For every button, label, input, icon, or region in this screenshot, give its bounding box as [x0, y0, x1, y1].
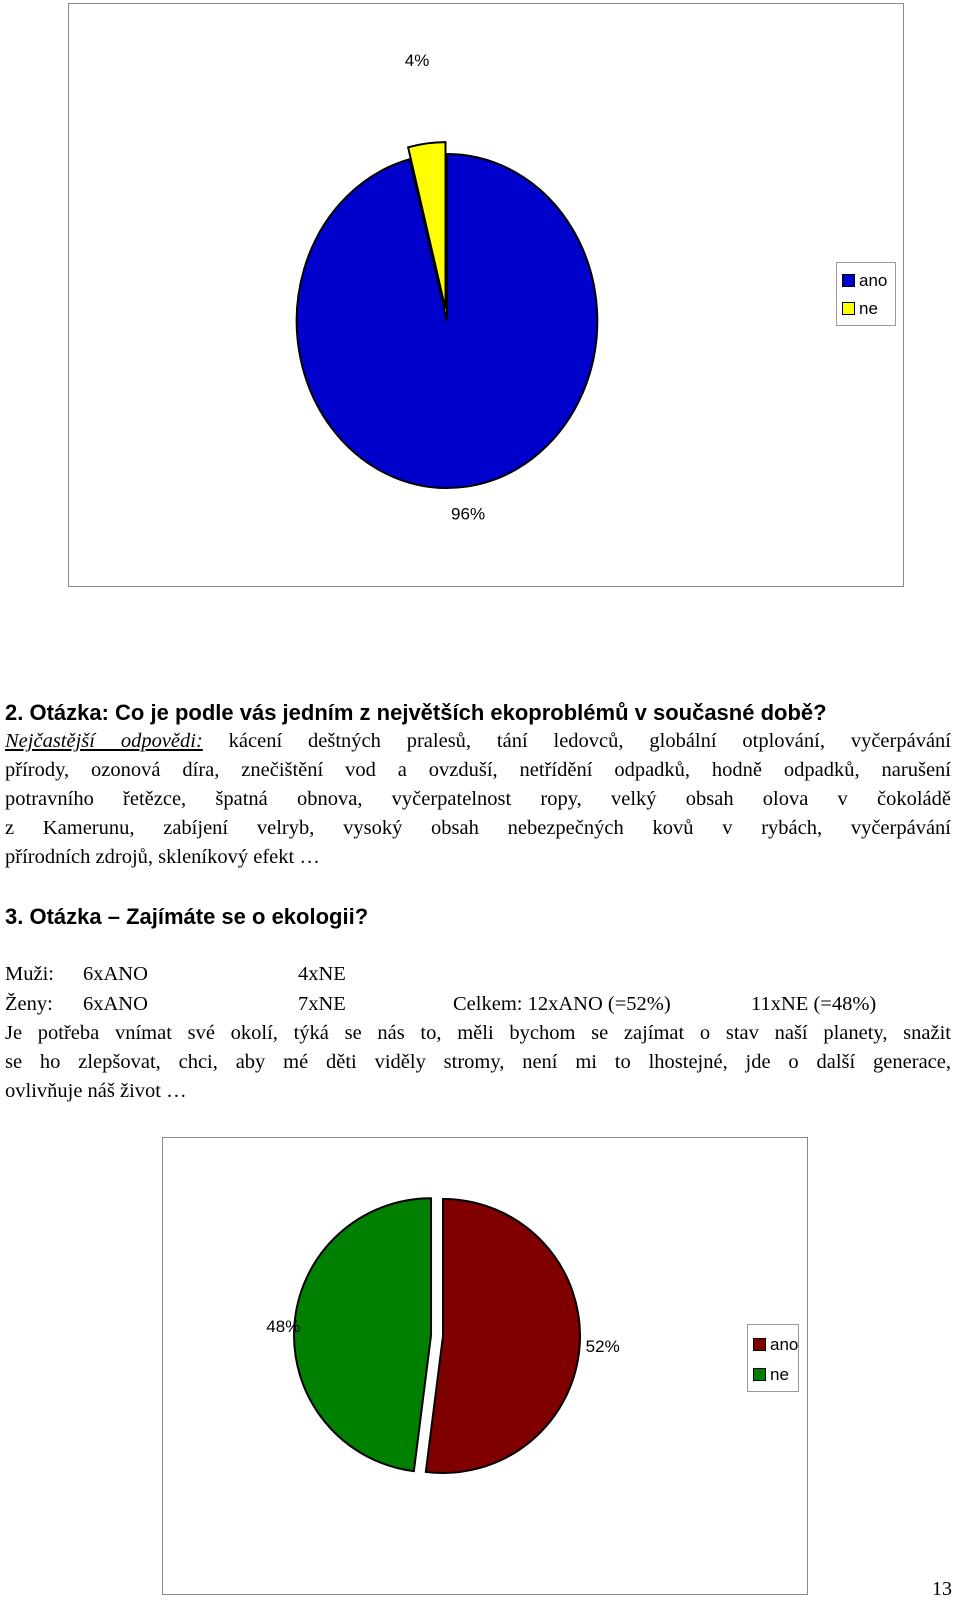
pie-label-ne: 4% — [405, 51, 430, 70]
pie-chart-ecology-2: 52% 48% ano ne — [162, 1137, 808, 1595]
legend-label-ano: ano — [770, 1335, 799, 1354]
women-label: Ženy: — [5, 993, 53, 1015]
pie-label-ne: 48% — [266, 1317, 300, 1336]
legend-item-ano: ano — [842, 271, 887, 291]
legend-swatch-ne — [842, 302, 855, 315]
answers-text: kácení deštných pralesů, tání ledovců, g… — [202, 730, 952, 752]
pie-label-ano: 96% — [451, 504, 485, 523]
pie-slice-ano — [424, 1197, 581, 1474]
legend-label-ano: ano — [859, 271, 888, 290]
legend-swatch-ne — [753, 1368, 766, 1381]
women-yes-count: 6xANO — [83, 993, 148, 1015]
pie-slice-ne — [293, 1197, 433, 1473]
legend-swatch-ano — [753, 1338, 766, 1351]
answers-line: potravního řetězce, špatná obnova, vyčer… — [5, 788, 951, 810]
legend-item-ne: ne — [842, 299, 878, 319]
answers-line: Je potřeba vnímat své okolí, týká se nás… — [5, 1022, 951, 1044]
answers-line: přírodních zdrojů, skleníkový efekt … — [5, 846, 320, 868]
legend-swatch-ano — [842, 274, 855, 287]
answers-line: Nejčastější odpovědi: kácení deštných pr… — [5, 727, 951, 756]
women-no-count: 7xNE — [298, 993, 346, 1015]
question-3-heading: 3. Otázka – Zajímáte se o ekologii? — [5, 904, 369, 929]
pie-label-ano: 52% — [586, 1337, 620, 1356]
page-number: 13 — [932, 1578, 952, 1600]
question-2-heading: 2. Otázka: Co je podle vás jedním z nejv… — [5, 700, 827, 725]
men-label: Muži: — [5, 963, 54, 985]
legend-label-ne: ne — [859, 299, 878, 318]
answers-line: ovlivňuje náš život … — [5, 1080, 187, 1102]
question-2-answers: Nejčastější odpovědi: kácení deštných pr… — [5, 727, 951, 872]
answers-line: přírody, ozonová díra, znečištění vod a … — [5, 759, 951, 781]
total-yes-count: Celkem: 12xANO (=52%) — [453, 993, 671, 1015]
total-no-count: 11xNE (=48%) — [751, 993, 877, 1015]
legend-item-ano: ano — [753, 1335, 798, 1355]
pie-chart-1-plot: 96% 4% — [295, 51, 599, 523]
men-no-count: 4xNE — [298, 963, 346, 985]
question-3-answers: Je potřeba vnímat své okolí, týká se nás… — [5, 1019, 951, 1106]
pie-chart-ecology-1: 96% 4% ano ne — [68, 3, 904, 587]
pie-slice-ano — [295, 152, 599, 489]
chart-2-legend: ano ne — [747, 1324, 799, 1392]
pie-slice-ne — [406, 141, 447, 310]
men-yes-count: 6xANO — [83, 963, 148, 985]
chart-1-legend: ano ne — [836, 262, 896, 326]
answers-intro: Nejčastější odpovědi: — [5, 730, 203, 752]
answers-line: se ho zlepšovat, chci, aby mé děti viděl… — [5, 1051, 951, 1073]
legend-item-ne: ne — [753, 1365, 789, 1385]
answers-line: z Kamerunu, zabíjení velryb, vysoký obsa… — [5, 817, 951, 839]
legend-label-ne: ne — [770, 1365, 789, 1384]
pie-chart-2-plot: 52% 48% — [266, 1197, 620, 1474]
